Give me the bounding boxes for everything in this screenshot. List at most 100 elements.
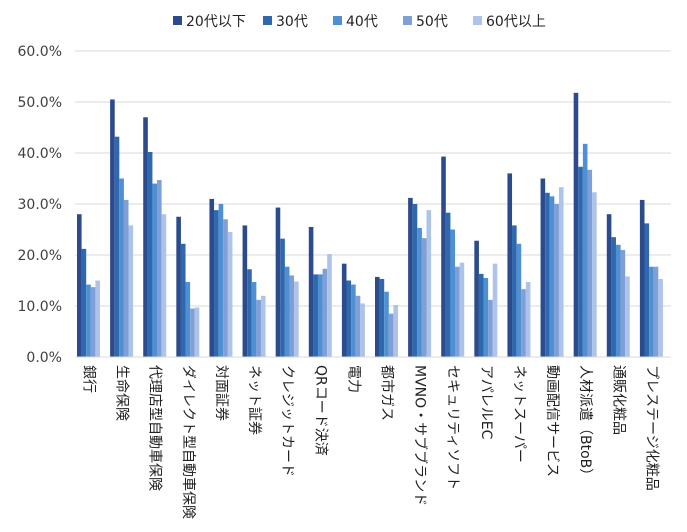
bar bbox=[128, 225, 134, 357]
bar bbox=[592, 192, 597, 357]
category-label: 動画配信サービス bbox=[544, 365, 560, 477]
legend-label: 50代 bbox=[416, 14, 448, 30]
gridlines bbox=[75, 50, 671, 307]
bar bbox=[459, 262, 465, 357]
bar bbox=[247, 269, 252, 357]
bar bbox=[644, 223, 650, 357]
bar bbox=[474, 240, 479, 357]
y-tick-label: 0.0% bbox=[26, 350, 62, 366]
bar bbox=[540, 178, 546, 357]
y-tick-label: 10.0% bbox=[18, 299, 62, 315]
bar bbox=[426, 210, 432, 357]
bar bbox=[341, 263, 347, 357]
category-label: プレステージ化粧品 bbox=[643, 365, 659, 491]
bar bbox=[558, 187, 564, 357]
bar bbox=[653, 266, 659, 357]
category-label: アパレルEC bbox=[478, 365, 494, 440]
bar bbox=[180, 243, 186, 357]
y-tick-label: 50.0% bbox=[18, 95, 62, 111]
bar bbox=[260, 295, 266, 357]
bar bbox=[521, 289, 526, 357]
bar bbox=[507, 173, 513, 357]
bar bbox=[256, 299, 261, 357]
bar bbox=[639, 199, 645, 357]
bar bbox=[123, 199, 129, 357]
bar bbox=[488, 299, 493, 357]
bar bbox=[408, 197, 413, 357]
bar bbox=[90, 287, 96, 357]
bar bbox=[658, 278, 663, 357]
bar bbox=[114, 136, 120, 357]
bar bbox=[545, 192, 550, 357]
category-label: 生命保険 bbox=[114, 365, 131, 421]
bars bbox=[77, 92, 663, 357]
category-label: 対面証券 bbox=[213, 365, 229, 421]
y-tick-label: 40.0% bbox=[18, 146, 62, 162]
category-label: 代理店型自動車保険 bbox=[147, 365, 164, 491]
legend-swatch bbox=[173, 16, 182, 25]
bar bbox=[421, 238, 427, 357]
category-label: ネット証券 bbox=[246, 365, 262, 435]
bar bbox=[95, 280, 100, 357]
bar bbox=[450, 229, 456, 357]
bar bbox=[441, 156, 446, 357]
bar bbox=[492, 263, 498, 357]
bar bbox=[176, 216, 181, 357]
bar bbox=[275, 207, 281, 357]
category-label: QRコード決済 bbox=[312, 365, 328, 456]
bar bbox=[214, 210, 219, 357]
bar bbox=[161, 214, 167, 357]
bar bbox=[582, 143, 588, 357]
bar bbox=[360, 303, 365, 357]
bar bbox=[379, 278, 385, 357]
bar bbox=[284, 266, 290, 357]
bar bbox=[218, 204, 224, 357]
bar bbox=[86, 284, 91, 357]
bar bbox=[578, 166, 583, 357]
y-tick-label: 60.0% bbox=[18, 44, 62, 60]
bar bbox=[625, 276, 630, 357]
bar bbox=[384, 291, 389, 357]
bar bbox=[483, 277, 489, 357]
bar bbox=[351, 284, 356, 357]
bar bbox=[294, 281, 299, 357]
y-tick-label: 30.0% bbox=[18, 197, 62, 213]
bar bbox=[620, 249, 626, 357]
bar bbox=[587, 169, 593, 357]
bar bbox=[308, 226, 314, 357]
bar bbox=[455, 266, 460, 357]
bar bbox=[445, 212, 451, 357]
bar bbox=[375, 276, 380, 357]
bar bbox=[190, 308, 195, 357]
bar bbox=[194, 307, 200, 357]
bar bbox=[388, 313, 394, 357]
bar bbox=[223, 219, 228, 357]
category-label: ダイレクト型自動車保険 bbox=[180, 365, 197, 519]
bar bbox=[185, 282, 191, 357]
bar bbox=[615, 244, 621, 357]
legend-label: 40代 bbox=[346, 14, 378, 30]
category-label: 都市ガス bbox=[379, 365, 396, 421]
legend-swatch bbox=[403, 16, 412, 25]
category-label: 銀行 bbox=[81, 365, 97, 393]
bar bbox=[147, 151, 153, 357]
legend-label: 60代以上 bbox=[486, 14, 546, 30]
bar bbox=[77, 214, 82, 357]
bar bbox=[417, 227, 422, 357]
bar bbox=[157, 180, 162, 357]
bar bbox=[110, 99, 115, 357]
bar bbox=[81, 248, 87, 357]
y-tick-label: 20.0% bbox=[18, 248, 62, 264]
category-label: MVNO・サブブランド bbox=[412, 365, 429, 506]
bar bbox=[549, 196, 555, 357]
bar bbox=[478, 273, 484, 357]
bar bbox=[143, 117, 148, 357]
category-label: 人材派遣（BtoB） bbox=[577, 365, 593, 482]
bar bbox=[355, 295, 361, 357]
bar bbox=[412, 204, 418, 357]
category-label: セキュリティソフト bbox=[445, 365, 461, 490]
legend-label: 20代以下 bbox=[186, 14, 246, 30]
bar bbox=[242, 225, 248, 357]
bar bbox=[327, 253, 332, 357]
